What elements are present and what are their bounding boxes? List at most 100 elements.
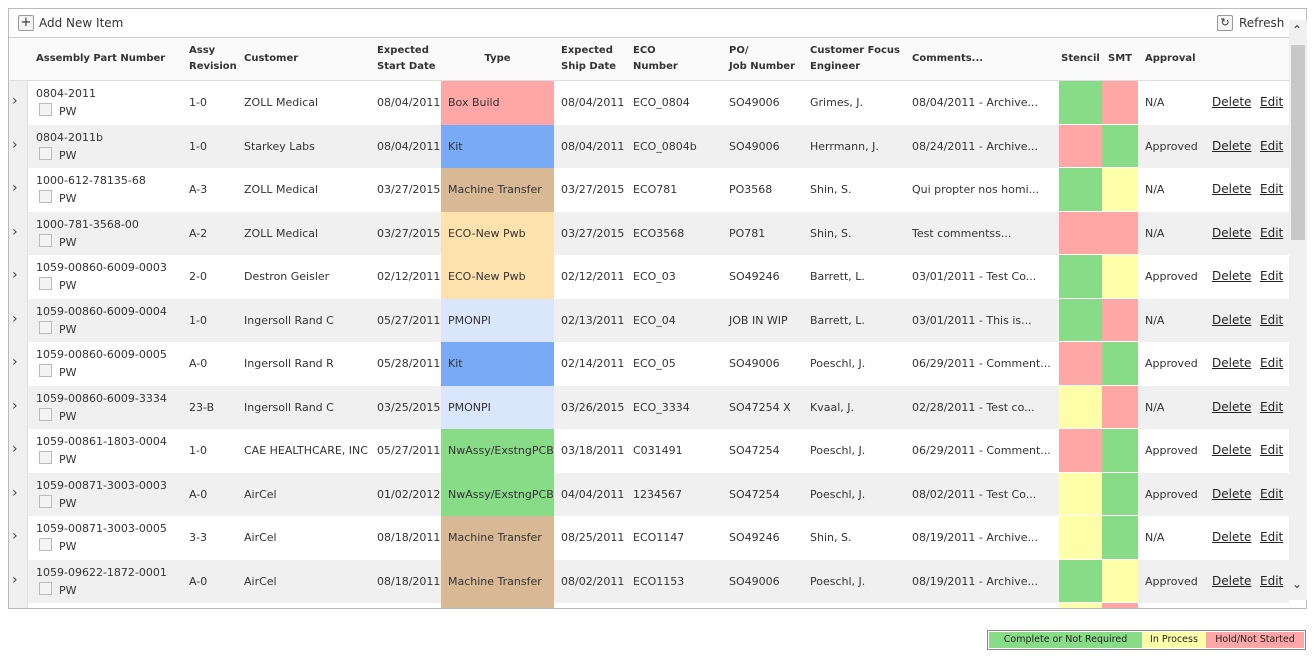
delete-link[interactable]: Delete [1212, 486, 1252, 501]
edit-link[interactable]: Edit [1260, 356, 1284, 370]
smt-status [1102, 342, 1138, 386]
expand-arrow[interactable]: › [12, 354, 18, 370]
rev: 1-0 [189, 444, 207, 457]
expand-arrow[interactable]: › [12, 267, 18, 283]
delete-link[interactable]: Delete [1212, 573, 1252, 588]
delete-link[interactable]: Delete [1212, 138, 1252, 153]
pw-checkbox[interactable] [39, 277, 52, 290]
delete-link[interactable]: Delete [1212, 225, 1252, 240]
column-header: Expected [377, 45, 429, 56]
pw-checkbox[interactable] [39, 103, 52, 116]
ship: 03/18/2011 [561, 444, 625, 457]
edit-link[interactable]: Edit [1260, 225, 1284, 240]
expand-arrow[interactable]: › [12, 136, 18, 153]
engineer: Grimes, J. [810, 96, 864, 109]
customer: Ingersoll Rand C [244, 313, 334, 327]
approval: Approved [1145, 487, 1198, 501]
po: JOB IN WIP [729, 313, 788, 327]
refresh-button[interactable]: ↻ Refresh [1217, 14, 1284, 34]
edit-link[interactable]: Edit [1260, 573, 1284, 588]
partial-type-cell [441, 603, 554, 608]
pw-checkbox[interactable] [39, 407, 52, 421]
pw-checkbox[interactable] [39, 233, 52, 247]
delete-link[interactable]: Delete [1212, 182, 1252, 196]
ship: 02/12/2011 [561, 270, 625, 283]
expand-arrow[interactable]: › [12, 397, 18, 414]
pw-checkbox[interactable] [39, 364, 52, 377]
customer: AirCel [244, 574, 277, 588]
rev: 2-0 [189, 270, 207, 283]
scroll-down[interactable]: ⌄ [1292, 577, 1303, 591]
expand-arrow[interactable]: › [12, 310, 18, 327]
scroll-thumb[interactable] [1291, 45, 1305, 240]
pw-checkbox[interactable] [39, 320, 52, 334]
delete-link[interactable]: Delete [1212, 356, 1252, 370]
po: PO781 [729, 226, 766, 240]
expand-arrow[interactable]: › [12, 484, 18, 501]
expand-arrow[interactable]: › [12, 93, 18, 109]
edit-link[interactable]: Edit [1260, 443, 1284, 457]
ship: 03/26/2015 [561, 400, 625, 414]
type: Box Build [448, 96, 500, 109]
column-header: Approval [1145, 53, 1196, 64]
pw-checkbox[interactable] [39, 146, 52, 160]
edit-link[interactable]: Edit [1260, 138, 1284, 153]
edit-link[interactable]: Edit [1260, 269, 1284, 283]
edit-link[interactable]: Edit [1260, 182, 1284, 196]
edit-link[interactable]: Edit [1260, 530, 1284, 544]
expand-arrow[interactable]: › [12, 571, 18, 588]
pw-label: PW [59, 409, 77, 423]
engineer: Poeschl, J. [810, 487, 866, 501]
edit-link[interactable]: Edit [1260, 399, 1284, 414]
pw-checkbox[interactable] [39, 494, 52, 508]
stencil-status [1059, 211, 1102, 255]
delete-link[interactable]: Delete [1212, 269, 1252, 283]
ship: 04/04/2011 [561, 487, 625, 501]
column-header: ECO [633, 45, 656, 56]
delete-link[interactable]: Delete [1212, 443, 1252, 457]
eco: ECO1147 [633, 531, 685, 544]
pw-label: PW [59, 192, 77, 205]
smt-status [1102, 124, 1138, 168]
delete-link[interactable]: Delete [1212, 530, 1252, 544]
legend-item: Hold/Not Started [1206, 632, 1304, 648]
ship: 08/04/2011 [561, 96, 625, 109]
ship: 03/27/2015 [561, 183, 625, 196]
start: 03/27/2015 [377, 226, 441, 240]
customer: ZOLL Medical [244, 226, 319, 240]
scrollbar[interactable]: ⌃ ⌄ [1289, 20, 1307, 600]
rev: A-0 [189, 357, 208, 370]
expand-arrow[interactable]: › [12, 223, 18, 240]
engineer: Shin, S. [810, 183, 852, 196]
approval: N/A [1145, 531, 1165, 544]
delete-link[interactable]: Delete [1212, 399, 1252, 414]
add-button[interactable]: + Add New Item [18, 14, 123, 34]
expand-arrow[interactable]: › [12, 180, 18, 196]
edit-link[interactable]: Edit [1260, 95, 1284, 109]
approval: Approved [1145, 357, 1198, 370]
ship: 08/25/2011 [561, 531, 625, 544]
ship: 03/27/2015 [561, 226, 625, 240]
type: NwAssy/ExstngPCB [448, 487, 554, 501]
scroll-up[interactable]: ⌃ [1292, 23, 1303, 37]
ship: 02/14/2011 [561, 357, 625, 370]
eco: ECO_0804 [633, 96, 690, 109]
type: Machine Transfer [448, 531, 542, 544]
edit-link[interactable]: Edit [1260, 312, 1284, 327]
pw-checkbox[interactable] [39, 538, 52, 551]
rev: 23-B [189, 400, 215, 414]
po: SO49006 [729, 96, 780, 109]
comments: Test commentss... [912, 226, 1012, 240]
expand-arrow[interactable]: › [12, 441, 18, 457]
eco: 1234567 [633, 487, 682, 501]
expand-arrow[interactable]: › [12, 528, 18, 544]
pw-checkbox[interactable] [39, 190, 52, 203]
legend: Complete or Not Required In Process Hold/N… [987, 630, 1306, 650]
pw-checkbox[interactable] [39, 451, 52, 464]
partial-stencil-cell [1059, 603, 1102, 608]
delete-link[interactable]: Delete [1212, 95, 1252, 109]
pw-checkbox[interactable] [39, 581, 52, 595]
delete-link[interactable]: Delete [1212, 312, 1252, 327]
stencil-status [1059, 385, 1102, 429]
edit-link[interactable]: Edit [1260, 486, 1284, 501]
